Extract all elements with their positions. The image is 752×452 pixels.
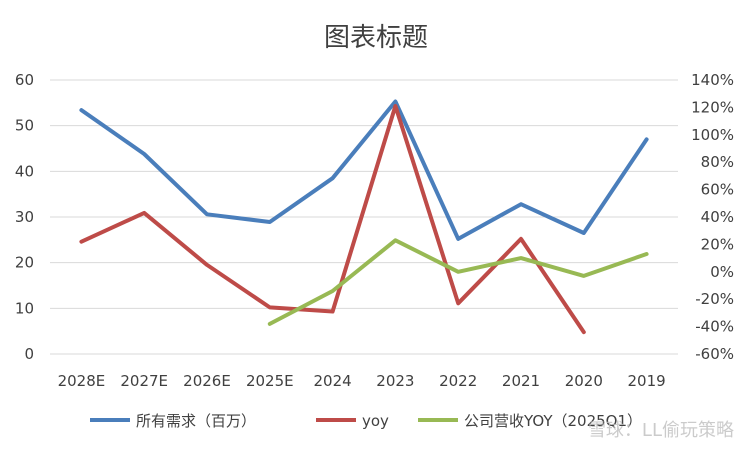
x-tick-label: 2025E bbox=[246, 372, 294, 390]
x-tick-label: 2024 bbox=[314, 372, 352, 390]
y-left-tick-label: 50 bbox=[15, 117, 34, 135]
series-line-1 bbox=[79, 99, 649, 241]
gridlines bbox=[50, 79, 678, 355]
y-right-tick-label: -40% bbox=[695, 318, 734, 336]
x-tick-label: 2026E bbox=[183, 372, 231, 390]
x-tick-label: 2022 bbox=[439, 372, 477, 390]
y-right-tick-label: 20% bbox=[701, 235, 734, 253]
y-right-tick-label: 60% bbox=[701, 181, 734, 199]
x-tick-label: 2023 bbox=[376, 372, 414, 390]
series-lines bbox=[79, 99, 649, 335]
x-axis: 2028E 2027E 2026E 2025E 2024 2023 2022 2021 2020… bbox=[58, 372, 666, 390]
chart-title: 图表标题 bbox=[324, 23, 428, 53]
y-right-tick-label: 0% bbox=[710, 263, 734, 281]
y-axis-right: -60% -40% -20% 0% 20% 40% 60% 80% 100% 120% 140% bbox=[691, 71, 734, 363]
y-right-tick-label: -20% bbox=[695, 290, 734, 308]
x-tick-label: 2020 bbox=[565, 372, 603, 390]
watermark: 雪球：LL偷玩策略 bbox=[588, 420, 734, 441]
y-right-tick-label: 140% bbox=[691, 71, 734, 89]
legend-label-3: 公司营收YOY（2025Q1） bbox=[464, 412, 642, 430]
y-right-tick-label: -60% bbox=[695, 345, 734, 363]
legend-label-2: yoy bbox=[362, 412, 389, 430]
y-right-tick-label: 120% bbox=[691, 98, 734, 116]
y-left-tick-label: 0 bbox=[24, 345, 34, 363]
y-right-tick-label: 100% bbox=[691, 126, 734, 144]
y-right-tick-label: 80% bbox=[701, 153, 734, 171]
legend: 所有需求（百万） yoy 公司营收YOY（2025Q1） bbox=[90, 412, 642, 430]
x-tick-label: 2019 bbox=[628, 372, 666, 390]
legend-label-1: 所有需求（百万） bbox=[136, 412, 256, 430]
y-left-tick-label: 40 bbox=[15, 162, 34, 180]
x-tick-label: 2021 bbox=[502, 372, 540, 390]
y-left-tick-label: 60 bbox=[15, 71, 34, 89]
y-left-tick-label: 10 bbox=[15, 299, 34, 317]
y-right-tick-label: 40% bbox=[701, 208, 734, 226]
x-tick-label: 2028E bbox=[58, 372, 106, 390]
y-left-tick-label: 30 bbox=[15, 208, 34, 226]
y-axis-left: 0 10 20 30 40 50 60 bbox=[15, 71, 34, 363]
series-line-3 bbox=[267, 238, 649, 326]
series-line-2 bbox=[79, 104, 586, 335]
y-left-tick-label: 20 bbox=[15, 254, 34, 272]
x-tick-label: 2027E bbox=[120, 372, 168, 390]
